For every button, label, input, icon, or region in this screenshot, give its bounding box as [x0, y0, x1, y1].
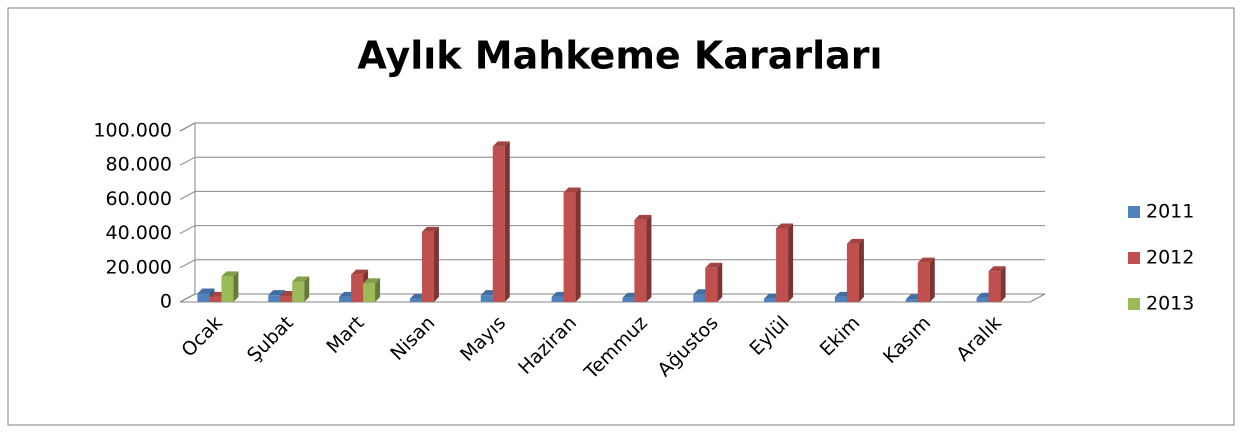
legend-swatch: [1128, 206, 1140, 218]
bar-side: [304, 276, 310, 302]
legend-label: 2013: [1146, 293, 1194, 315]
bar: [292, 276, 310, 302]
y-tick-label: 100.000: [93, 120, 172, 142]
legend-swatch: [1128, 252, 1140, 264]
bar-front: [492, 146, 505, 302]
bar: [988, 266, 1006, 302]
bar-front: [776, 228, 789, 302]
bar-side: [858, 238, 864, 302]
bar-front: [705, 267, 718, 302]
bar-front: [480, 295, 493, 302]
bar: [221, 271, 239, 302]
y-tick-label: 80.000: [106, 154, 172, 176]
bar-front: [551, 296, 564, 302]
bar-front: [846, 243, 859, 302]
bar-side: [375, 278, 381, 302]
bar-side: [504, 141, 510, 302]
bar-front: [693, 294, 706, 302]
chart-title: Aylık Mahkeme Kararları: [357, 34, 882, 78]
bar-top: [221, 271, 239, 277]
grid-line: [179, 190, 1045, 200]
bar-front: [268, 295, 281, 302]
bar-top: [421, 226, 439, 232]
bar: [492, 141, 510, 302]
bar-top: [988, 266, 1006, 272]
bar-front: [209, 296, 222, 302]
bar: [917, 257, 935, 302]
bar-top: [351, 269, 369, 275]
grid-line: [179, 225, 1045, 235]
bar-front: [834, 296, 847, 302]
y-tick-label: 20.000: [106, 256, 172, 278]
bar-top: [917, 257, 935, 263]
bar: [363, 278, 381, 302]
bar-side: [929, 257, 935, 302]
chart-border: [7, 7, 1235, 426]
bar-front: [221, 276, 234, 302]
bar-front: [409, 298, 422, 302]
bar-front: [917, 262, 930, 302]
bar-top: [705, 262, 723, 268]
bar: [421, 226, 439, 302]
bar: [563, 187, 581, 302]
bar-side: [1000, 266, 1006, 302]
bar-front: [905, 299, 918, 302]
bar-front: [563, 192, 576, 302]
bar-front: [351, 274, 364, 302]
bar-front: [292, 281, 305, 302]
grid-line: [179, 259, 1045, 269]
bar-side: [433, 226, 439, 302]
bar-front: [363, 283, 376, 302]
bar-top: [634, 214, 652, 220]
legend-swatch: [1128, 298, 1140, 310]
bar-front: [280, 296, 293, 302]
bar: [846, 238, 864, 302]
bar-front: [622, 297, 635, 302]
bar-top: [268, 290, 286, 296]
bar-front: [976, 297, 989, 302]
bar-front: [421, 231, 434, 302]
y-tick-label: 0: [160, 291, 172, 313]
legend-label: 2012: [1146, 247, 1194, 269]
bar-side: [233, 271, 239, 302]
bar-side: [717, 262, 723, 302]
bar-top: [492, 141, 510, 147]
floor: [180, 293, 1046, 303]
bar-top: [363, 278, 381, 284]
grid-line: [179, 122, 1045, 132]
bar: [776, 223, 794, 302]
y-tick-label: 40.000: [106, 222, 172, 244]
bar-front: [764, 298, 777, 302]
bar-side: [788, 223, 794, 302]
grid-line: [179, 293, 1045, 303]
bar-top: [292, 276, 310, 282]
bar-side: [575, 187, 581, 302]
bar-top: [197, 288, 215, 294]
bar-front: [634, 219, 647, 302]
bar-front: [197, 293, 210, 302]
bar: [705, 262, 723, 302]
bar-top: [563, 187, 581, 193]
bar-side: [646, 214, 652, 302]
bar: [634, 214, 652, 302]
bar-front: [988, 271, 1001, 302]
bar-front: [339, 296, 352, 302]
grid-line: [179, 156, 1045, 166]
y-tick-label: 60.000: [106, 188, 172, 210]
bar-top: [846, 238, 864, 244]
legend-label: 2011: [1146, 201, 1194, 223]
bar-top: [776, 223, 794, 229]
